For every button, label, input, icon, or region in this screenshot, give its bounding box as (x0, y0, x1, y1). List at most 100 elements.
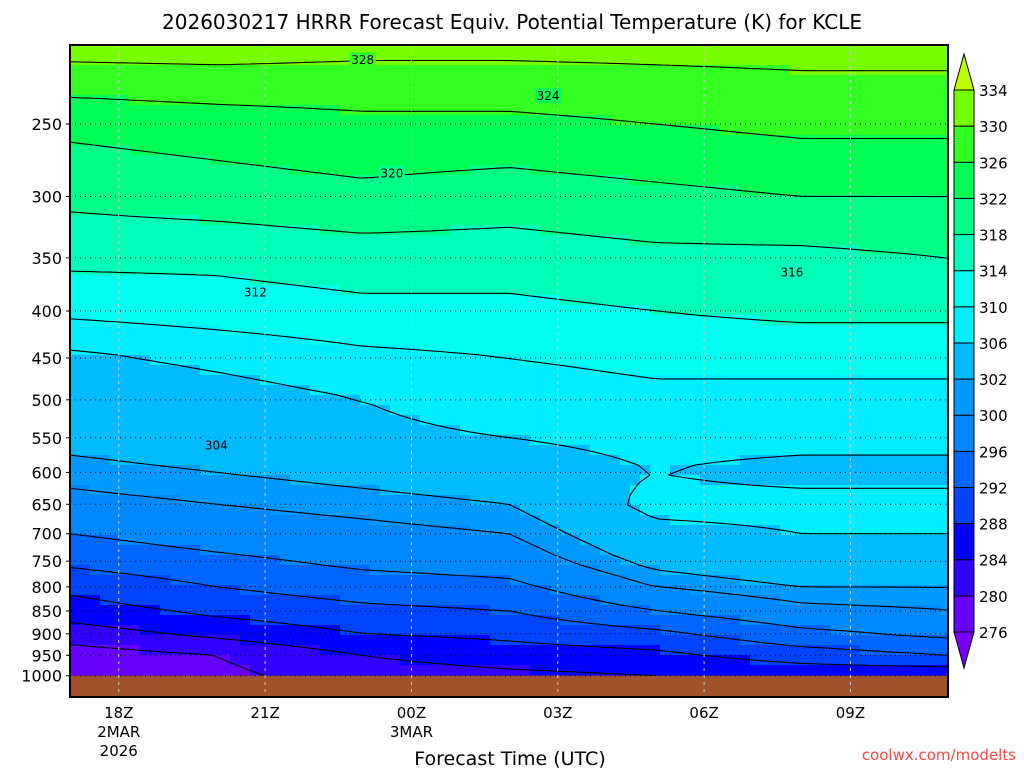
field-cell (90, 305, 101, 316)
field-cell (810, 145, 821, 156)
field-cell (300, 155, 311, 166)
field-cell (550, 125, 561, 136)
field-cell (860, 385, 871, 396)
field-cell (130, 225, 141, 236)
field-cell (180, 125, 191, 136)
field-cell (170, 325, 181, 336)
field-cell (350, 65, 361, 76)
field-cell (590, 305, 601, 316)
field-cell (460, 345, 471, 356)
field-cell (370, 275, 381, 286)
field-cell (130, 375, 141, 386)
field-cell (360, 545, 371, 556)
field-cell (70, 565, 81, 576)
field-cell (460, 465, 471, 476)
field-cell (340, 55, 351, 66)
field-cell (250, 555, 261, 566)
field-cell (760, 155, 771, 166)
field-cell (580, 585, 591, 596)
field-cell (780, 85, 791, 96)
field-cell (520, 135, 531, 146)
field-cell (120, 45, 131, 56)
field-cell (130, 595, 141, 606)
field-cell (720, 365, 731, 376)
field-cell (270, 175, 281, 186)
field-cell (330, 495, 341, 506)
field-cell (470, 435, 481, 446)
field-cell (810, 295, 821, 306)
field-cell (650, 155, 661, 166)
field-cell (880, 155, 891, 166)
field-cell (610, 505, 621, 516)
field-cell (920, 155, 931, 166)
field-cell (420, 315, 431, 326)
field-cell (250, 545, 261, 556)
field-cell (90, 515, 101, 526)
field-cell (360, 575, 371, 586)
field-cell (660, 75, 671, 86)
field-cell (800, 565, 811, 576)
field-cell (690, 225, 701, 236)
field-cell (330, 85, 341, 96)
field-cell (90, 195, 101, 206)
field-cell (740, 95, 751, 106)
field-cell (180, 45, 191, 56)
field-cell (310, 605, 321, 616)
field-cell (640, 205, 651, 216)
field-cell (730, 535, 741, 546)
field-cell (390, 525, 401, 536)
field-cell (350, 495, 361, 506)
field-cell (80, 135, 91, 146)
field-cell (130, 455, 141, 466)
field-cell (510, 505, 521, 516)
field-cell (750, 305, 761, 316)
field-cell (350, 465, 361, 476)
field-cell (190, 225, 201, 236)
field-cell (680, 545, 691, 556)
field-cell (650, 335, 661, 346)
field-cell (300, 435, 311, 446)
field-cell (730, 275, 741, 286)
field-cell (850, 545, 861, 556)
field-cell (550, 305, 561, 316)
field-cell (700, 65, 711, 76)
field-cell (550, 425, 561, 436)
field-cell (910, 455, 921, 466)
field-cell (290, 345, 301, 356)
field-cell (210, 65, 221, 76)
field-cell (460, 515, 471, 526)
field-cell (940, 285, 949, 296)
field-cell (410, 435, 421, 446)
field-cell (680, 585, 691, 596)
field-cell (250, 605, 261, 616)
field-cell (640, 385, 651, 396)
field-cell (380, 45, 391, 56)
field-cell (540, 285, 551, 296)
field-cell (900, 275, 911, 286)
field-cell (570, 375, 581, 386)
field-cell (600, 155, 611, 166)
field-cell (230, 425, 241, 436)
field-cell (490, 415, 501, 426)
field-cell (330, 165, 341, 176)
field-cell (210, 385, 221, 396)
field-cell (80, 295, 91, 306)
field-cell (700, 305, 711, 316)
field-cell (110, 235, 121, 246)
field-cell (670, 465, 681, 476)
field-cell (430, 245, 441, 256)
field-cell (620, 285, 631, 296)
field-cell (510, 265, 521, 276)
field-cell (360, 475, 371, 486)
field-cell (440, 315, 451, 326)
field-cell (740, 265, 751, 276)
field-cell (720, 575, 731, 586)
field-cell (800, 145, 811, 156)
field-cell (300, 65, 311, 76)
field-cell (680, 155, 691, 166)
field-cell (140, 495, 151, 506)
field-cell (210, 345, 221, 356)
field-cell (420, 565, 431, 576)
field-cell (250, 55, 261, 66)
field-cell (880, 235, 891, 246)
